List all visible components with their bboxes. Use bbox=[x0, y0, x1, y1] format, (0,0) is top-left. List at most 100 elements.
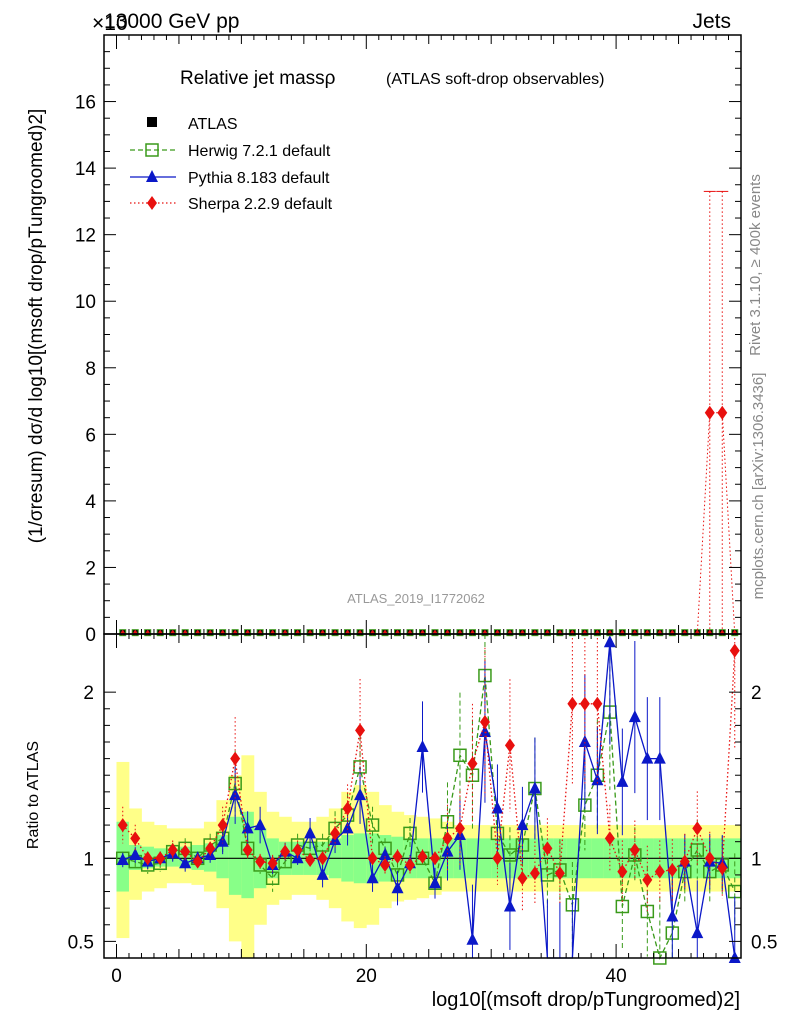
sherpa-marker bbox=[529, 866, 540, 881]
sherpa-marker bbox=[192, 854, 203, 869]
pythia-marker bbox=[391, 881, 404, 894]
herwig-marker bbox=[640, 904, 655, 919]
x-axis-label: log10[(msoft drop/pTungroomed)2] bbox=[432, 989, 740, 1011]
legend: ATLAS Herwig 7.2.1 default Pythia 8.183 … bbox=[130, 116, 333, 213]
legend-marker-sherpa bbox=[147, 196, 157, 210]
sherpa-marker bbox=[554, 866, 565, 881]
sherpa-marker bbox=[367, 851, 378, 866]
sherpa-marker bbox=[454, 821, 465, 836]
pythia-marker bbox=[179, 856, 192, 869]
pythia-marker bbox=[578, 735, 591, 747]
sherpa-marker bbox=[642, 872, 653, 887]
pythia-marker bbox=[304, 826, 317, 839]
sherpa-marker bbox=[692, 821, 703, 836]
main-y-tick-label: 8 bbox=[85, 359, 96, 380]
exponent-label: ×10 bbox=[92, 12, 128, 35]
sherpa-marker bbox=[629, 843, 640, 857]
sherpa-marker bbox=[604, 831, 615, 846]
sherpa-marker bbox=[130, 831, 141, 846]
pythia-marker bbox=[666, 909, 679, 922]
herwig-marker bbox=[403, 826, 417, 841]
herwig-marker bbox=[453, 748, 467, 763]
mcplots-credit: mcplots.cern.ch [arXiv:1306.3436] bbox=[750, 373, 767, 600]
legend-marker-atlas bbox=[147, 117, 157, 127]
pythia-marker bbox=[379, 847, 392, 860]
pythia-marker bbox=[416, 739, 429, 752]
pythia-marker bbox=[616, 774, 629, 787]
sherpa-marker bbox=[280, 844, 291, 859]
sherpa-spikes bbox=[696, 190, 736, 635]
sherpa-marker bbox=[267, 856, 278, 871]
sherpa-marker bbox=[317, 851, 328, 866]
series-layer bbox=[115, 190, 742, 965]
pythia-marker bbox=[341, 821, 354, 834]
main-y-tick-label: 12 bbox=[75, 226, 96, 247]
pythia-marker bbox=[691, 926, 704, 939]
pythia-marker bbox=[254, 818, 267, 831]
ratio-y-tick-label: 2 bbox=[83, 683, 94, 704]
main-y-axis-label: (1/σresum) dσ/d log10[(msoft drop/pTungr… bbox=[26, 109, 47, 544]
category-label: Jets bbox=[692, 10, 731, 33]
main-y-tick-label: 6 bbox=[85, 425, 96, 446]
pythia-marker bbox=[603, 635, 616, 648]
ratio-y-tick-label: 0.5 bbox=[68, 932, 94, 953]
sherpa-marker bbox=[305, 852, 316, 867]
x-tick-label: 40 bbox=[606, 966, 627, 987]
pythia-marker bbox=[441, 844, 454, 857]
main-y-tick-label: 14 bbox=[75, 159, 97, 180]
x-tick-label: 0 bbox=[111, 966, 122, 987]
sherpa-marker bbox=[155, 851, 166, 866]
sherpa-marker bbox=[292, 843, 303, 857]
sherpa-marker bbox=[667, 862, 678, 877]
pythia-marker bbox=[653, 751, 666, 764]
sherpa-marker bbox=[542, 841, 553, 856]
sherpa-marker bbox=[429, 851, 440, 866]
herwig-ratio-line bbox=[122, 675, 736, 960]
ratio-y-tick-label-right: 2 bbox=[751, 683, 762, 704]
sherpa-marker bbox=[405, 857, 416, 872]
sherpa-marker bbox=[142, 851, 153, 866]
main-y-tick-label: 4 bbox=[85, 492, 96, 513]
pythia-marker bbox=[129, 847, 142, 860]
sherpa-marker bbox=[517, 871, 528, 886]
pythia-marker bbox=[216, 834, 229, 847]
pythia-marker bbox=[466, 932, 479, 945]
pythia-marker bbox=[316, 867, 329, 880]
sherpa-marker bbox=[255, 854, 266, 869]
pythia-marker bbox=[366, 871, 379, 884]
sherpa-marker bbox=[242, 843, 253, 857]
band-inner-bin bbox=[228, 816, 242, 895]
sherpa-marker bbox=[230, 751, 241, 766]
sherpa-marker bbox=[567, 696, 578, 711]
sherpa-marker bbox=[392, 849, 403, 864]
sherpa-ratio-series bbox=[117, 634, 740, 915]
plot-title-sub: (ATLAS soft-drop observables) bbox=[386, 71, 604, 88]
pythia-marker bbox=[491, 801, 504, 814]
main-y-tick-label: 0 bbox=[85, 625, 96, 646]
sherpa-marker bbox=[492, 851, 503, 866]
legend-marker-herwig bbox=[145, 143, 159, 157]
sherpa-marker bbox=[579, 696, 590, 711]
legend-label-herwig: Herwig 7.2.1 default bbox=[188, 143, 331, 160]
sherpa-marker bbox=[504, 738, 515, 753]
sherpa-marker bbox=[167, 843, 178, 857]
pythia-marker bbox=[478, 725, 491, 738]
legend-label-pythia: Pythia 8.183 default bbox=[188, 170, 330, 187]
pythia-ratio-line bbox=[122, 642, 736, 959]
sherpa-marker bbox=[117, 818, 128, 833]
sherpa-marker bbox=[479, 715, 490, 730]
sherpa-marker bbox=[467, 756, 478, 771]
legend-marker-pythia bbox=[146, 170, 158, 182]
rivet-version: Rivet 3.1.10, ≥ 400k events bbox=[747, 174, 764, 356]
legend-label-sherpa: Sherpa 2.2.9 default bbox=[188, 196, 333, 213]
pythia-marker bbox=[354, 788, 367, 801]
sherpa-spike-marker bbox=[704, 405, 715, 420]
sherpa-marker bbox=[617, 864, 628, 879]
sherpa-marker bbox=[180, 844, 191, 859]
herwig-marker bbox=[365, 818, 380, 832]
sherpa-marker bbox=[342, 801, 353, 816]
sherpa-spike-line bbox=[696, 412, 736, 635]
x-tick-label: 20 bbox=[356, 966, 377, 987]
